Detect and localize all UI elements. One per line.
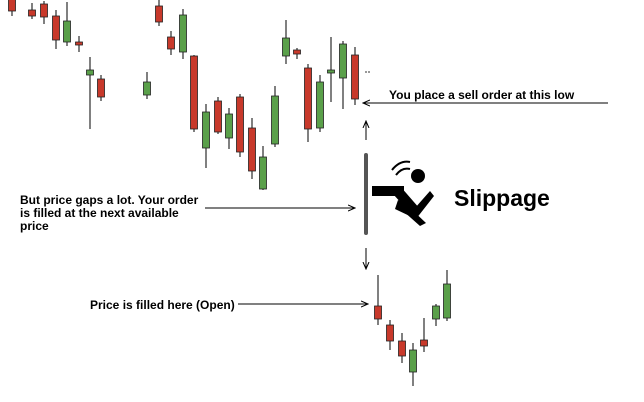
candle-down: [248, 127, 256, 172]
candle-down: [52, 15, 60, 41]
candle-up: [432, 305, 440, 320]
candle-down: [75, 41, 83, 46]
gap-annotation: But price gaps a lot. Your order is fill…: [20, 193, 199, 233]
candle-up: [179, 14, 187, 53]
candle-down: [420, 339, 428, 347]
candle-down: [40, 3, 48, 18]
candle-up: [143, 81, 151, 96]
candle-down: [190, 55, 198, 130]
candle-up: [225, 113, 233, 139]
candle-down: [374, 305, 382, 320]
candle-up: [282, 37, 290, 57]
candle-up: [316, 81, 324, 129]
candle-up: [443, 283, 451, 319]
candle-down: [293, 49, 301, 55]
candle-down: [304, 67, 312, 130]
falling-person-icon: [372, 160, 434, 226]
sell-order-annotation: You place a sell order at this low: [389, 88, 575, 102]
candle-down: [155, 5, 163, 23]
candle-down: [167, 36, 175, 50]
candle-down: [214, 100, 222, 133]
slippage-title: Slippage: [454, 185, 550, 211]
candle-up: [409, 349, 417, 373]
candles-group: [8, 0, 451, 386]
candle-down: [236, 96, 244, 153]
candle-down: [28, 9, 36, 17]
candle-down: [8, 0, 16, 12]
fill-annotation: Price is filled here (Open): [90, 298, 235, 312]
candle-up: [86, 69, 94, 76]
candle-up: [63, 20, 71, 43]
candle-up: [202, 111, 210, 149]
candle-down: [386, 324, 394, 342]
candle-up: [327, 69, 335, 74]
candle-down: [351, 54, 359, 100]
candle-up: [271, 95, 279, 145]
candle-down: [398, 340, 406, 357]
candle-up: [259, 156, 267, 190]
candle-up: [339, 43, 347, 79]
candle-down: [97, 78, 105, 98]
